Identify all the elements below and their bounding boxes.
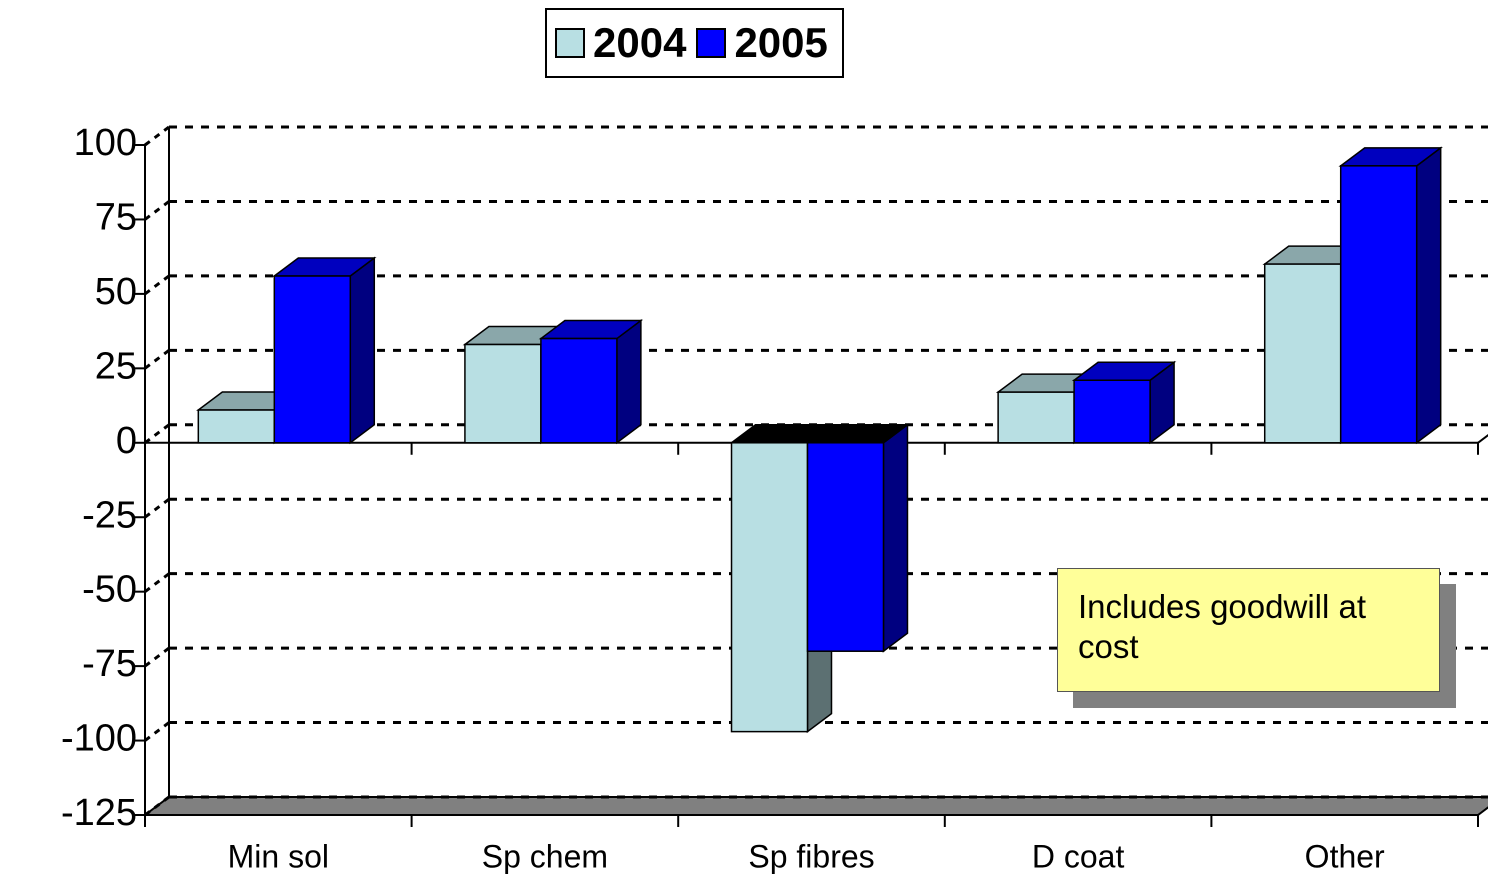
wall-tick xyxy=(144,200,170,221)
legend: 2004 2005 xyxy=(545,8,844,78)
y-tick-label: -100 xyxy=(61,718,137,760)
zero-back xyxy=(1477,434,1488,444)
legend-label: 2004 xyxy=(593,19,687,66)
bar xyxy=(273,275,352,444)
y-tick-label: 0 xyxy=(116,420,137,462)
bar xyxy=(1073,379,1151,444)
bar xyxy=(464,343,542,444)
y-tick-label: 25 xyxy=(95,345,137,387)
bar xyxy=(1339,165,1418,444)
legend-label: 2005 xyxy=(734,19,828,66)
legend-swatch xyxy=(696,28,727,58)
wall-tick xyxy=(144,349,170,370)
wall-tick xyxy=(144,795,170,817)
legend-swatch xyxy=(555,28,585,58)
bar-side xyxy=(616,319,642,445)
x-tick-label: Sp fibres xyxy=(748,838,874,874)
y-tick-label: 50 xyxy=(95,271,137,313)
bar xyxy=(997,391,1075,444)
annotation: Includes goodwill at cost xyxy=(1057,568,1440,692)
bar xyxy=(197,409,276,444)
bar-side xyxy=(882,423,909,653)
y-tick-label: -75 xyxy=(82,643,137,685)
y-tick-label: -50 xyxy=(82,569,137,611)
legend-item: 2004 xyxy=(555,19,686,67)
y-tick-label: -125 xyxy=(61,792,137,834)
wall-tick xyxy=(144,572,170,593)
x-tick-label: Min sol xyxy=(228,838,329,874)
bar-side xyxy=(1415,146,1442,445)
wall-tick xyxy=(144,646,170,668)
wall-tick xyxy=(144,423,170,444)
y-tick-label: 75 xyxy=(95,196,137,238)
wall-tick xyxy=(144,721,170,742)
bar xyxy=(730,442,809,733)
legend-item: 2005 xyxy=(696,19,828,67)
x-tick-label: D coat xyxy=(1032,838,1125,874)
x-tick-label: Other xyxy=(1305,838,1385,874)
y-tick-label: 100 xyxy=(74,122,137,164)
wall-tick xyxy=(144,125,170,147)
wall-tick xyxy=(144,274,170,296)
floor xyxy=(142,796,1488,816)
x-tick-label: Sp chem xyxy=(482,838,608,874)
y-tick-label: -25 xyxy=(82,494,137,536)
bar xyxy=(1263,263,1342,444)
wall-tick xyxy=(144,498,170,519)
bar xyxy=(540,337,618,444)
bar xyxy=(806,442,885,652)
bar-side xyxy=(349,256,376,445)
